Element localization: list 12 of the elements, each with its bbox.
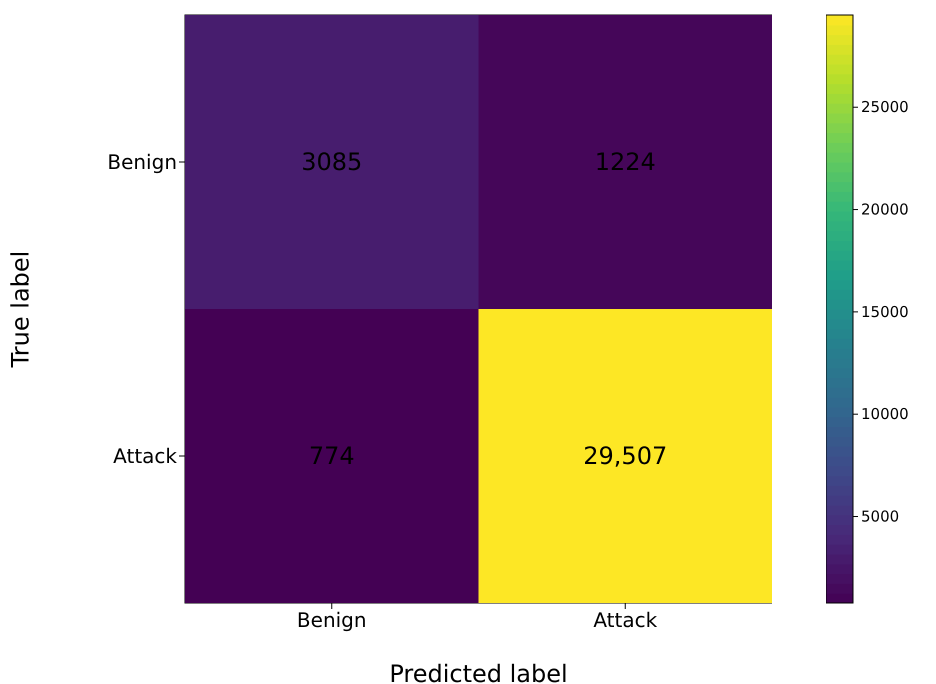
data-label: 3085 [301,148,362,176]
data-label: 29,507 [583,442,668,470]
color-bar-label: 20000 [861,200,909,219]
color-bar-label: 5000 [861,508,900,526]
color-bar-label: 15000 [861,302,909,321]
color-bar-label: 10000 [861,405,909,424]
y-axis-title: True label [6,250,35,368]
data-label: 774 [308,442,355,470]
color-bar-label: 25000 [861,98,909,116]
x-axis-title: Predicted label [389,660,568,684]
colorbar: 5000 10000 15000 20000 25000 [826,8,936,684]
data-label: 1224 [594,148,656,176]
